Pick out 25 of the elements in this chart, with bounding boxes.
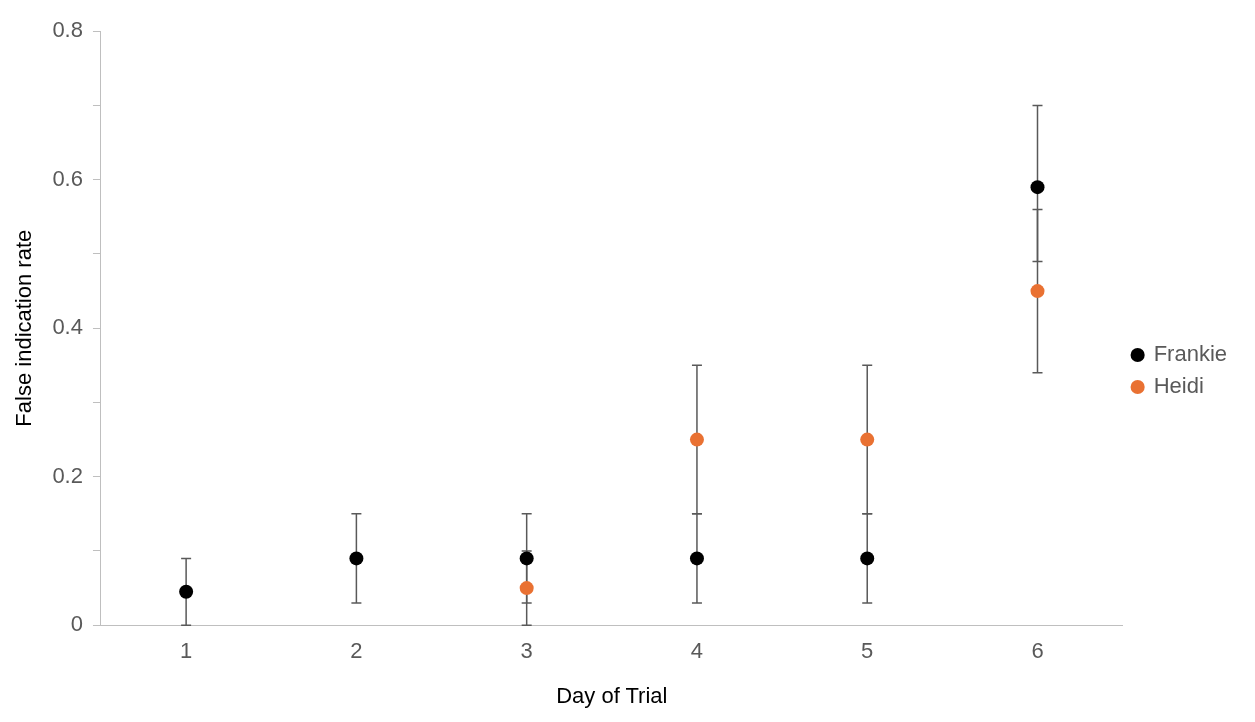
x-axis-title: Day of Trial <box>556 682 668 708</box>
x-tick-label: 2 <box>350 638 363 664</box>
point <box>1030 180 1045 195</box>
y-tick-label: 0.6 <box>52 165 83 191</box>
x-tick-label: 5 <box>861 638 874 664</box>
legend-label: Frankie <box>1153 341 1227 367</box>
y-tick-label: 0 <box>70 611 83 637</box>
y-tick-label: 0.8 <box>52 17 83 43</box>
point <box>860 551 875 566</box>
y-tick-label: 0.2 <box>52 462 83 488</box>
point <box>689 551 704 566</box>
x-tick-label: 4 <box>690 638 704 664</box>
point <box>179 584 194 599</box>
x-tick-label: 3 <box>520 638 533 664</box>
legend-label: Heidi <box>1153 373 1204 399</box>
y-axis-title: False indication rate <box>11 229 37 427</box>
point <box>860 432 875 447</box>
x-tick-label: 6 <box>1031 638 1044 664</box>
point <box>689 432 704 447</box>
point <box>1030 284 1045 299</box>
point <box>349 551 364 566</box>
point <box>519 581 534 596</box>
y-tick-label: 0.4 <box>52 314 83 340</box>
x-tick-label: 1 <box>180 638 193 664</box>
point <box>519 551 534 566</box>
